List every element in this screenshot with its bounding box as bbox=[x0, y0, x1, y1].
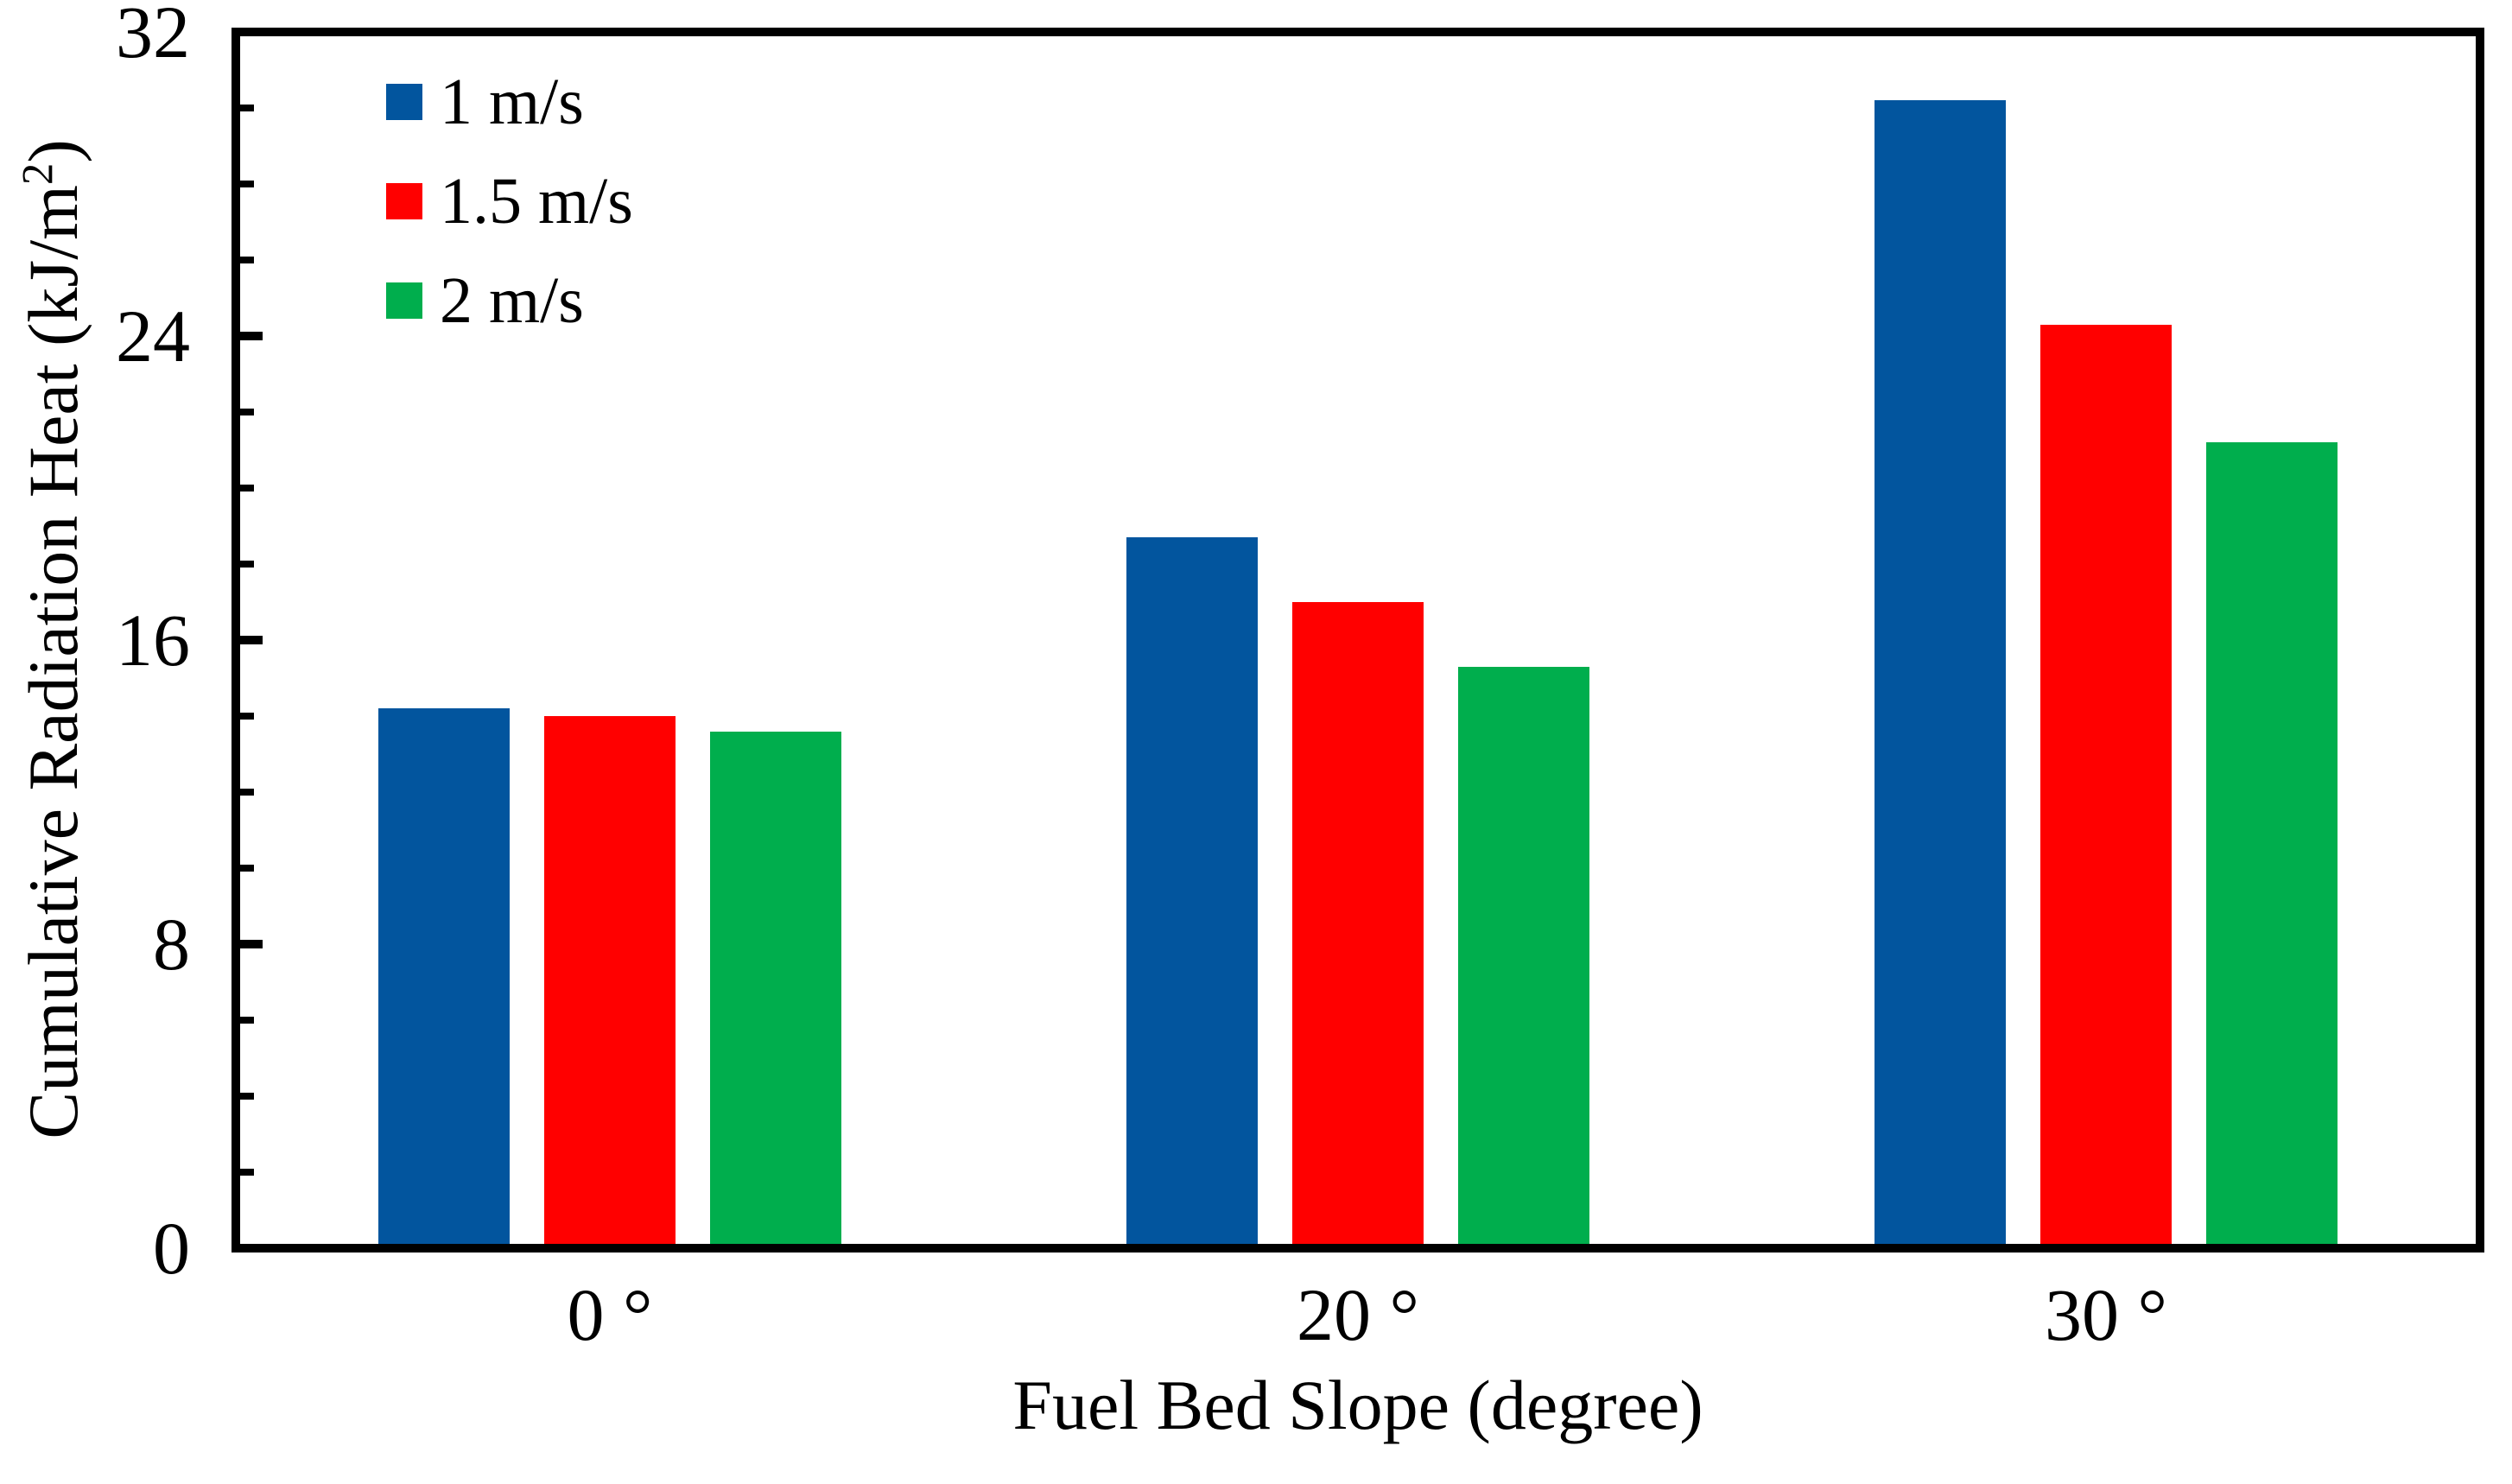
bar-1ms-0 bbox=[378, 708, 510, 1248]
y-minor-tick-2 bbox=[240, 1169, 254, 1176]
y-minor-tick-26 bbox=[240, 257, 254, 263]
legend-swatch-1.5ms bbox=[386, 183, 422, 219]
bar-1ms-20 bbox=[1126, 537, 1258, 1248]
legend-label-1.5ms: 1.5 m/s bbox=[440, 165, 633, 238]
x-tick-label-0: 0 ° bbox=[567, 1273, 653, 1356]
bar-2ms-0 bbox=[710, 731, 841, 1248]
y-minor-tick-20 bbox=[240, 485, 254, 491]
legend-swatch-1ms bbox=[386, 84, 422, 120]
x-tick-label-20: 20 ° bbox=[1297, 1273, 1419, 1356]
y-minor-tick-18 bbox=[240, 561, 254, 568]
y-tick-label-0: 0 bbox=[153, 1207, 190, 1290]
y-axis-title-close: ) bbox=[14, 139, 92, 163]
legend-item-1ms: 1 m/s bbox=[386, 69, 584, 135]
y-minor-tick-30 bbox=[240, 105, 254, 111]
bar-1.5ms-30 bbox=[2040, 324, 2172, 1248]
y-major-tick-8 bbox=[240, 940, 263, 948]
y-major-tick-16 bbox=[240, 636, 263, 644]
y-tick-label-8: 8 bbox=[153, 903, 190, 986]
y-minor-tick-6 bbox=[240, 1017, 254, 1024]
y-minor-tick-4 bbox=[240, 1093, 254, 1100]
y-minor-tick-22 bbox=[240, 409, 254, 415]
x-axis-title: Fuel Bed Slope (degree) bbox=[1012, 1366, 1703, 1444]
bar-1ms-30 bbox=[1874, 100, 2006, 1248]
y-minor-tick-14 bbox=[240, 713, 254, 720]
y-tick-label-32: 32 bbox=[116, 0, 190, 73]
bar-2ms-20 bbox=[1458, 666, 1589, 1248]
bar-1.5ms-0 bbox=[544, 716, 676, 1248]
legend-item-1.5ms: 1.5 m/s bbox=[386, 168, 633, 234]
legend-item-2ms: 2 m/s bbox=[386, 268, 584, 333]
y-axis-title-superscript: 2 bbox=[13, 162, 62, 186]
y-tick-label-16: 16 bbox=[116, 599, 190, 682]
y-tick-label-24: 24 bbox=[116, 295, 190, 377]
legend-swatch-2ms bbox=[386, 282, 422, 319]
legend-label-1ms: 1 m/s bbox=[440, 66, 584, 138]
bar-2ms-30 bbox=[2206, 442, 2338, 1248]
y-major-tick-24 bbox=[240, 332, 263, 340]
legend-label-2ms: 2 m/s bbox=[440, 264, 584, 337]
y-minor-tick-10 bbox=[240, 865, 254, 872]
x-tick-label-30: 30 ° bbox=[2045, 1273, 2167, 1356]
y-minor-tick-12 bbox=[240, 789, 254, 796]
y-minor-tick-28 bbox=[240, 181, 254, 187]
bar-1.5ms-20 bbox=[1292, 602, 1424, 1248]
